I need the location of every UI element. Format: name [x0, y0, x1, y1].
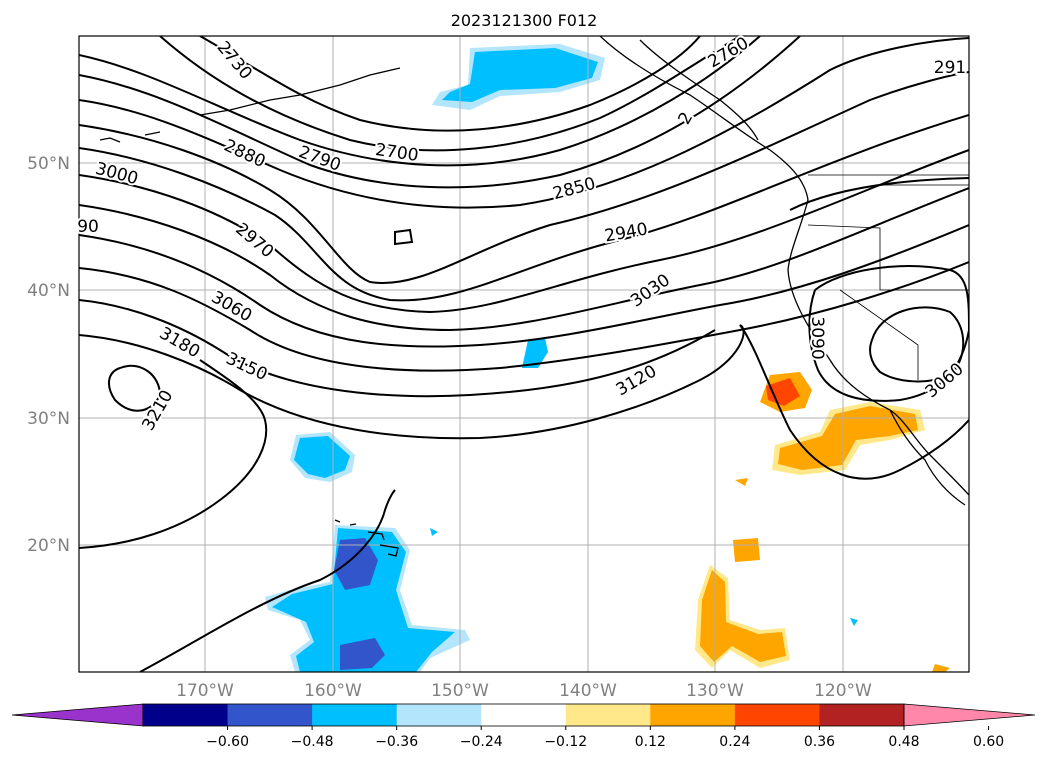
- lat-label-30n: 30°N: [27, 409, 70, 429]
- colorbar-bin: [396, 704, 482, 726]
- colorbar-bin: [481, 704, 567, 726]
- colorbar-bin: [734, 704, 820, 726]
- colorbar-bin: [819, 704, 905, 726]
- map-frame: [78, 35, 970, 673]
- positive-anomaly-regions: [695, 372, 950, 672]
- coastlines: [99, 36, 969, 557]
- negative-anomaly-regions: [265, 44, 858, 672]
- contour-label: 3090: [807, 316, 827, 359]
- colorbar-tick-label: 0.24: [719, 734, 750, 750]
- lon-label-120w: 120°W: [814, 681, 872, 701]
- contour-label: 2700: [374, 140, 420, 166]
- contour-label: 90: [77, 217, 99, 237]
- lat-label-50n: 50°N: [27, 154, 70, 174]
- colorbar-tick-label: 0.12: [635, 734, 666, 750]
- lon-label-170w: 170°W: [176, 681, 234, 701]
- colorbar-extend-high: [903, 703, 1036, 727]
- lon-label-130w: 130°W: [686, 681, 744, 701]
- lat-label-20n: 20°N: [27, 536, 70, 556]
- colorbar-tick-label: 0.60: [973, 734, 1004, 750]
- colorbar-tick-label: −0.12: [544, 734, 587, 750]
- lon-label-140w: 140°W: [559, 681, 617, 701]
- colorbar-bin: [650, 704, 736, 726]
- colorbar: [11, 703, 1036, 727]
- colorbar-tick-label: −0.60: [206, 734, 249, 750]
- colorbar-tick-label: −0.48: [291, 734, 334, 750]
- colorbar-bin: [565, 704, 651, 726]
- colorbar-tick-label: −0.36: [375, 734, 418, 750]
- graticule: [79, 36, 969, 672]
- contour-label: 291: [934, 58, 966, 78]
- colorbar-outline: [142, 703, 905, 727]
- lon-label-150w: 150°W: [431, 681, 489, 701]
- lon-label-160w: 160°W: [304, 681, 362, 701]
- colorbar-tick-label: 0.48: [888, 734, 919, 750]
- map-area: [79, 36, 969, 672]
- colorbar-bin: [143, 704, 229, 726]
- lat-label-40n: 40°N: [27, 281, 70, 301]
- colorbar-bin: [312, 704, 398, 726]
- political-borders: [807, 174, 969, 380]
- height-contours: [79, 36, 969, 672]
- colorbar-tick-label: −0.24: [460, 734, 503, 750]
- colorbar-tick-label: 0.36: [804, 734, 835, 750]
- map-title: 2023121300 F012: [451, 11, 598, 30]
- colorbar-extend-low: [11, 703, 144, 727]
- colorbar-bin: [227, 704, 313, 726]
- colorbar-ticks: −0.60 −0.48 −0.36 −0.24 −0.12 0.12 0.24 0.36 0.4…: [206, 726, 1004, 750]
